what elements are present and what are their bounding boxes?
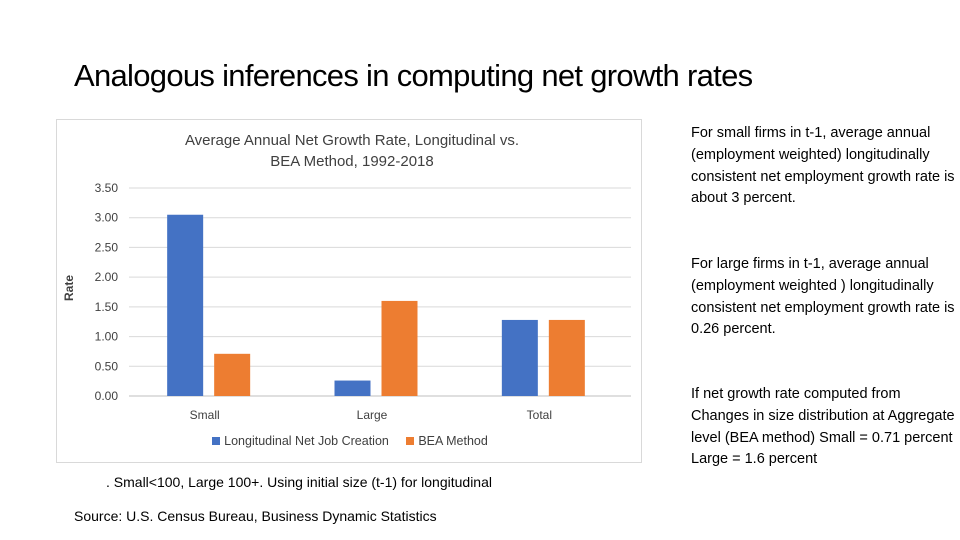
chart-legend: Longitudinal Net Job Creation BEA Method — [57, 434, 643, 448]
bar-large-bea — [381, 300, 418, 396]
note-small-firms: For small firms in t-1, average annual (… — [691, 125, 955, 207]
chart-title: Average Annual Net Growth Rate, Longitud… — [184, 132, 520, 170]
legend-swatch-longitudinal — [212, 437, 221, 445]
legend-label-bea: BEA Method — [418, 434, 488, 448]
legend-swatch-bea — [406, 437, 415, 445]
slide-title: Analogous inferences in computing net gr… — [74, 58, 753, 93]
chart-area: 0.00 0.50 1.00 1.50 2.00 2.50 3.00 3.50 Small Lar… — [56, 119, 642, 463]
y-tick-label: 1.50 — [95, 300, 119, 314]
x-tick-label: Small — [190, 408, 220, 422]
note-large-firms: For large firms in t-1, average annual (… — [691, 256, 955, 338]
bar-small-longitudinal — [167, 214, 204, 396]
x-tick-label: Large — [357, 408, 388, 422]
legend-item-bea: BEA Method — [406, 434, 488, 448]
legend-label-longitudinal: Longitudinal Net Job Creation — [224, 434, 389, 448]
source-note: Source: U.S. Census Bureau, Business Dyn… — [74, 508, 437, 524]
y-tick-label: 3.50 — [95, 181, 119, 195]
bar-chart: 0.00 0.50 1.00 1.50 2.00 2.50 3.00 3.50 Small Lar… — [95, 181, 631, 422]
x-tick-label: Total — [527, 408, 552, 422]
bar-total-longitudinal — [501, 319, 538, 396]
bar-small-bea — [214, 353, 251, 396]
y-axis-title: Rate — [62, 275, 76, 302]
y-tick-label: 1.00 — [95, 330, 119, 344]
y-tick-label: 0.50 — [95, 359, 119, 373]
y-tick-label: 2.50 — [95, 240, 119, 254]
legend-item-longitudinal: Longitudinal Net Job Creation — [212, 434, 389, 448]
note-bea-method: If net growth rate computed from Changes… — [691, 386, 955, 468]
y-tick-label: 2.00 — [95, 270, 119, 284]
bar-large-longitudinal — [334, 380, 371, 396]
bar-total-bea — [548, 319, 585, 396]
y-tick-label: 3.00 — [95, 211, 119, 225]
chart-footnote: . Small<100, Large 100+. Using initial s… — [106, 474, 492, 490]
y-tick-label: 0.00 — [95, 389, 119, 403]
